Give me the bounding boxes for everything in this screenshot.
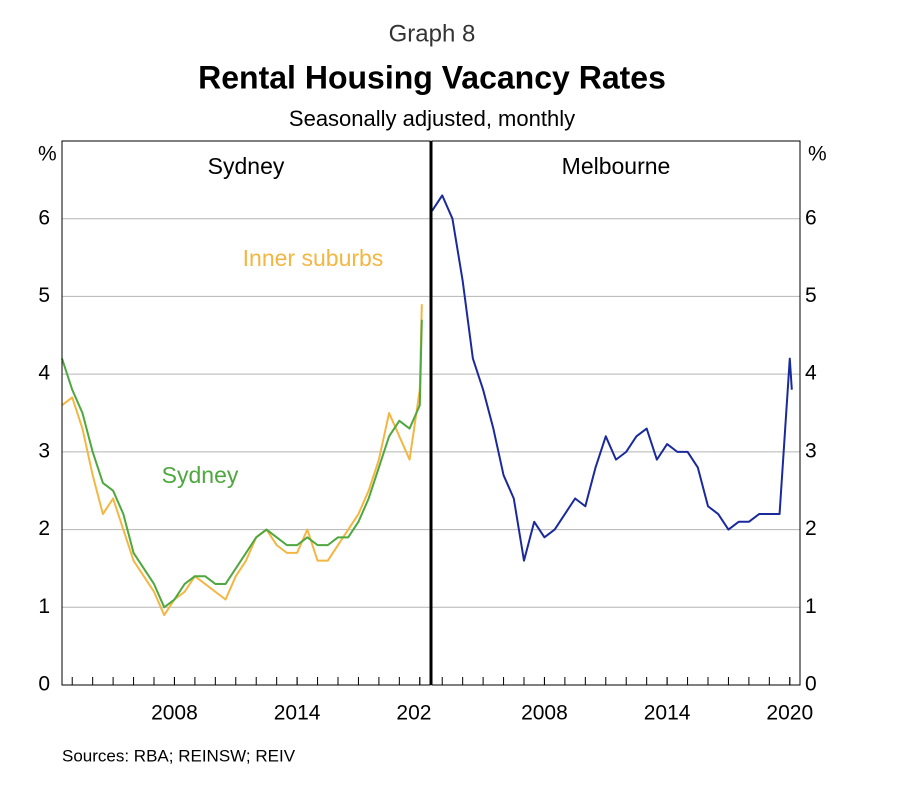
x-tick-label: 2020 [766, 702, 813, 725]
y-tick-label: 1 [38, 595, 50, 618]
y-tick-label: 3 [38, 439, 50, 462]
y-tick-label: 5 [38, 284, 50, 307]
x-tick-label: 2014 [644, 702, 691, 725]
line-series [61, 319, 423, 609]
graph-number: Graph 8 [389, 20, 476, 47]
y-tick-label: 4 [38, 362, 50, 385]
y-tick-label: 4 [805, 362, 817, 385]
y-tick-label: 6 [805, 206, 817, 229]
line-series [431, 194, 793, 562]
y-unit: % [38, 143, 57, 166]
y-tick-label: 2 [38, 517, 50, 540]
y-tick-label: 2 [805, 517, 817, 540]
chart-subtitle: Seasonally adjusted, monthly [289, 106, 575, 131]
y-tick-label: 5 [805, 284, 817, 307]
x-tick-label: 2014 [274, 702, 321, 725]
y-tick-label: 3 [805, 439, 817, 462]
y-tick-label: 0 [805, 673, 817, 696]
y-tick-label: 1 [805, 595, 817, 618]
x-tick-label: 2008 [151, 702, 198, 725]
panel-title: Sydney [208, 153, 285, 179]
plots: Sydney 2008 2014 2020 Inner suburbs Sydney Mel… [61, 153, 813, 725]
y-tick-label: 6 [38, 206, 50, 229]
x-tick-label: 2020 [396, 702, 443, 725]
plot-frame [431, 140, 801, 686]
panel: Melbourne 2008 2014 2020 [431, 153, 813, 725]
y-unit: % [808, 143, 827, 166]
line-series [61, 304, 423, 617]
panel-title: Melbourne [562, 153, 671, 179]
panel: Sydney 2008 2014 2020 Inner suburbs Sydney [61, 153, 443, 725]
plot-frame [61, 140, 431, 686]
source-note: Sources: RBA; REINSW; REIV [62, 746, 296, 765]
series-label: Sydney [162, 462, 239, 488]
y-tick-label: 0 [38, 673, 50, 696]
x-tick-label: 2008 [521, 702, 568, 725]
chart-title: Rental Housing Vacancy Rates [198, 59, 666, 95]
series-label: Inner suburbs [243, 245, 384, 271]
